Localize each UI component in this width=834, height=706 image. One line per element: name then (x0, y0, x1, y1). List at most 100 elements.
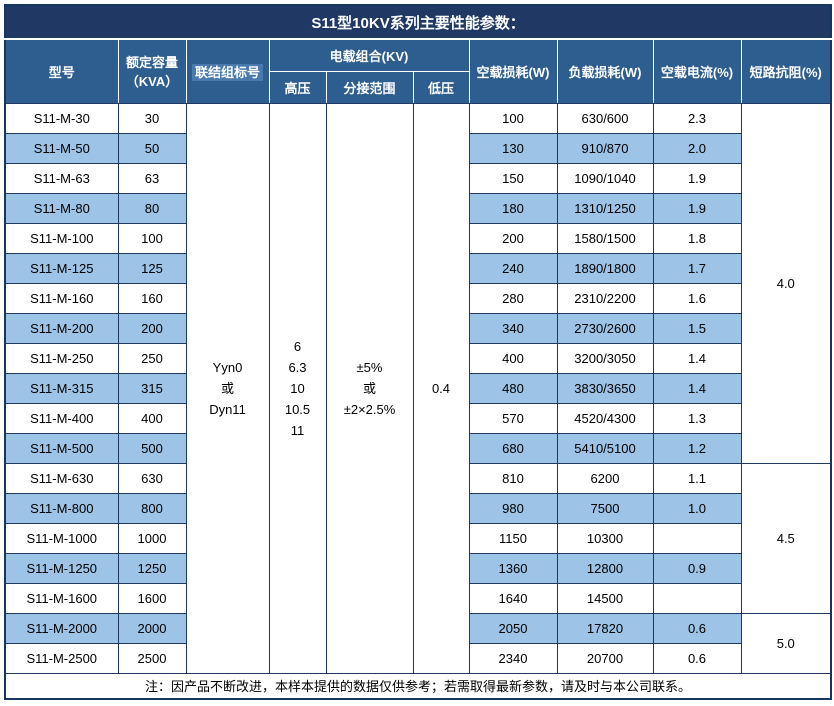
model-cell: S11-M-1600 (4, 582, 119, 614)
lv-cell: 0.4 (412, 102, 470, 674)
hv-line: 6.3 (288, 359, 307, 375)
model-cell: S11-M-125 (4, 252, 119, 284)
table-row: S11-M-125 125 240 1890/1800 1.7 (4, 252, 831, 284)
table-row: S11-M-400 400 570 4520/4300 1.3 (4, 402, 831, 434)
load-loss-cell: 10300 (556, 522, 654, 554)
col-header-lv: 低压 (412, 70, 470, 104)
load-loss-cell: 7500 (556, 492, 654, 524)
no-load-current-cell: 0.6 (652, 612, 742, 644)
hv-line: 11 (290, 422, 305, 438)
no-load-loss-cell: 180 (468, 192, 558, 224)
no-load-loss-cell: 980 (468, 492, 558, 524)
model-cell: S11-M-2000 (4, 612, 119, 644)
no-load-current-cell: 2.0 (652, 132, 742, 164)
table-row: S11-M-30 30 Yyn0 或 Dyn11 6 6.3 10 10.5 11 ±5% 或 ±2×2… (4, 102, 832, 674)
no-load-current-cell: 1.0 (652, 492, 742, 524)
table-title: S11型10KV系列主要性能参数： (4, 4, 832, 40)
load-loss-cell: 20700 (556, 642, 654, 674)
model-cell: S11-M-160 (4, 282, 119, 314)
load-loss-cell: 1580/1500 (556, 222, 654, 254)
model-cell: S11-M-200 (4, 312, 119, 344)
capacity-cell: 630 (117, 462, 187, 494)
model-cell: S11-M-400 (4, 402, 119, 434)
connection-line: Dyn11 (209, 401, 246, 417)
capacity-header-line2: （KVA） (125, 74, 179, 90)
load-loss-cell: 910/870 (556, 132, 654, 164)
no-load-loss-cell: 130 (468, 132, 558, 164)
model-cell: S11-M-100 (4, 222, 119, 254)
model-cell: S11-M-250 (4, 342, 119, 374)
table-row: S11-M-50 50 130 910/870 2.0 (4, 132, 831, 164)
capacity-cell: 400 (117, 402, 187, 434)
capacity-cell: 50 (117, 132, 187, 164)
hv-line: 6 (293, 338, 302, 354)
load-loss-cell: 5410/5100 (556, 432, 654, 464)
load-loss-cell: 4520/4300 (556, 402, 654, 434)
no-load-loss-cell: 810 (468, 462, 558, 494)
header-row-2: 高压 分接范围 低压 (5, 70, 831, 104)
no-load-loss-cell: 150 (468, 162, 558, 194)
table-row: S11-M-500 500 680 5410/5100 1.2 (4, 432, 831, 464)
capacity-cell: 2500 (117, 642, 187, 674)
capacity-cell: 315 (117, 372, 187, 404)
tap-line: ±5% (356, 359, 383, 375)
load-loss-cell: 3830/3650 (556, 372, 654, 404)
load-loss-cell: 2310/2200 (556, 282, 654, 314)
capacity-cell: 1250 (117, 552, 187, 584)
no-load-current-cell: 1.8 (652, 222, 742, 254)
capacity-cell: 1600 (117, 582, 187, 614)
load-loss-cell: 12800 (556, 552, 654, 584)
no-load-current-cell: 1.3 (652, 402, 742, 434)
header-row-1: 型号 额定容量 （KVA） 联结组标号 电载组合(KV) 空载损耗(W) 负载损… (4, 38, 832, 104)
model-cell: S11-M-630 (4, 462, 119, 494)
table-row: S11-M-800 800 980 7500 1.0 (4, 492, 831, 524)
capacity-cell: 63 (117, 162, 187, 194)
no-load-current-cell: 1.9 (652, 162, 742, 194)
no-load-loss-cell: 240 (468, 252, 558, 284)
capacity-cell: 200 (117, 312, 187, 344)
table-row: S11-M-630 630 810 6200 1.1 4.5 (4, 462, 832, 614)
table-row: S11-M-2500 2500 2340 20700 0.6 (4, 642, 831, 674)
capacity-cell: 125 (117, 252, 187, 284)
no-load-current-cell: 1.4 (652, 372, 742, 404)
load-loss-cell: 630/600 (556, 102, 654, 134)
capacity-cell: 30 (117, 102, 187, 134)
connection-header-label: 联结组标号 (191, 63, 263, 81)
table-row: S11-M-200 200 340 2730/2600 1.5 (4, 312, 831, 344)
table-body: S11-M-30 30 Yyn0 或 Dyn11 6 6.3 10 10.5 11 ±5% 或 ±2×2… (4, 102, 832, 674)
tap-line: 或 (362, 380, 376, 396)
no-load-loss-cell: 2050 (468, 612, 558, 644)
title-row: S11型10KV系列主要性能参数： (4, 4, 832, 40)
no-load-current-cell: 1.7 (652, 252, 742, 284)
impedance-cell: 5.0 (740, 612, 832, 674)
model-cell: S11-M-500 (4, 432, 119, 464)
load-loss-cell: 1310/1250 (556, 192, 654, 224)
load-loss-cell: 1090/1040 (556, 162, 654, 194)
hv-cell: 6 6.3 10 10.5 11 (268, 102, 327, 674)
col-header-no-load-loss: 空载损耗(W) (468, 38, 558, 104)
col-header-impedance: 短路抗阻(%) (740, 38, 832, 104)
footer-note: 注：因产品不断改进，本样本提供的数据仅供参考；若需取得最新参数，请及时与本公司联… (4, 672, 832, 700)
no-load-current-cell: 0.6 (652, 642, 742, 674)
model-cell: S11-M-63 (4, 162, 119, 194)
no-load-loss-cell: 1360 (468, 552, 558, 584)
footer-row: 注：因产品不断改进，本样本提供的数据仅供参考；若需取得最新参数，请及时与本公司联… (4, 672, 832, 700)
table-row: S11-M-2000 2000 2050 17820 0.6 5.0 (4, 612, 832, 674)
col-header-hv: 高压 (268, 70, 327, 104)
col-header-capacity: 额定容量 （KVA） (117, 38, 187, 104)
capacity-cell: 100 (117, 222, 187, 254)
load-loss-cell: 17820 (556, 612, 654, 644)
load-loss-cell: 3200/3050 (556, 342, 654, 374)
load-loss-cell: 6200 (556, 462, 654, 494)
col-header-connection: 联结组标号 (185, 38, 270, 104)
no-load-loss-cell: 100 (468, 102, 558, 134)
table-row: S11-M-1250 1250 1360 12800 0.9 (4, 552, 831, 584)
capacity-cell: 800 (117, 492, 187, 524)
capacity-header-line1: 额定容量 (125, 55, 178, 71)
col-header-model: 型号 (4, 38, 119, 104)
model-cell: S11-M-2500 (4, 642, 119, 674)
capacity-cell: 500 (117, 432, 187, 464)
capacity-cell: 80 (117, 192, 187, 224)
no-load-current-cell (652, 582, 742, 614)
